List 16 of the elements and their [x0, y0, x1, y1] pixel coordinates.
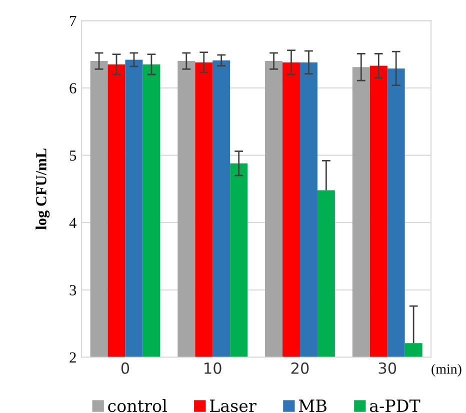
- y-tick-label: 6: [70, 83, 76, 94]
- y-tick-label: 5: [70, 150, 76, 161]
- legend-label: MB: [298, 400, 326, 412]
- x-tick-label: 10: [204, 362, 222, 374]
- y-tick-label: 2: [70, 352, 76, 363]
- text: (min): [432, 364, 462, 377]
- y-tick-label: 4: [69, 218, 76, 228]
- y-tick-label: 3: [70, 285, 76, 296]
- x-tick-label: 20: [291, 362, 309, 374]
- legend-label: a-PDT: [370, 400, 420, 412]
- y-axis-title: log CFU/mL: [36, 148, 50, 230]
- legend-label: Laser: [210, 400, 256, 412]
- x-tick-label: 30: [378, 362, 396, 374]
- y-tick-label: 7: [70, 16, 76, 26]
- x-tick-label: 0: [121, 362, 130, 374]
- legend-label: control: [108, 399, 167, 412]
